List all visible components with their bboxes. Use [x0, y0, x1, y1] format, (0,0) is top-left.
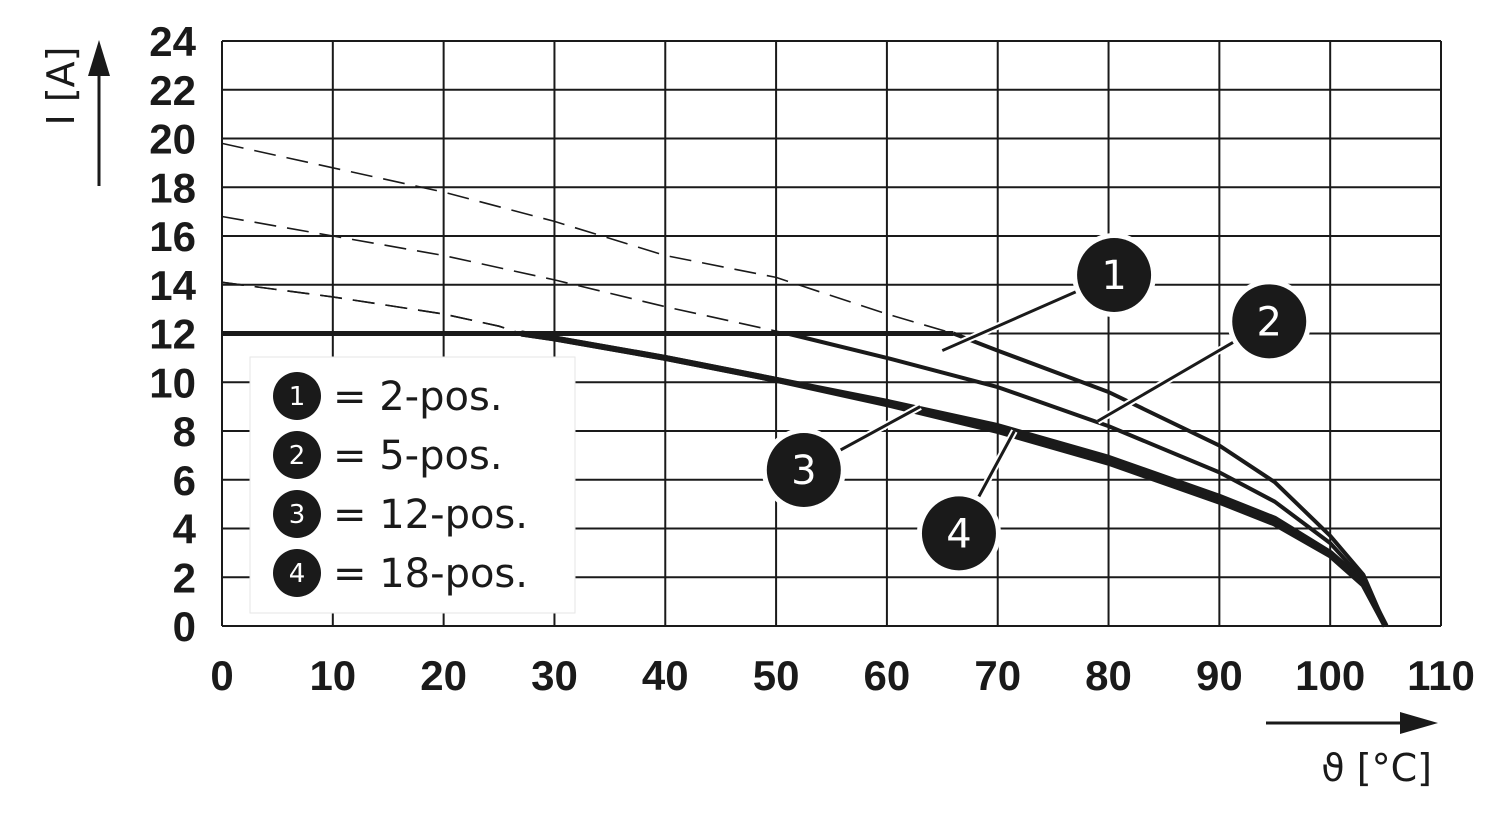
curve-2	[786, 331, 1388, 627]
x-tick-label: 40	[642, 652, 689, 699]
legend: 1 = 2-pos. 2 = 5-pos. 3 = 12-pos. 4 = 18-pos.	[249, 356, 576, 614]
legend-marker-3	[273, 490, 321, 538]
callout-marker-4	[921, 496, 996, 571]
curve-1-dashed	[221, 142, 954, 335]
legend-marker-number: 4	[289, 559, 306, 589]
x-tick-label: 110	[1407, 652, 1475, 699]
x-axis-arrow-head	[1400, 712, 1438, 734]
x-tick-label: 30	[531, 652, 578, 699]
chart-curves	[221, 142, 1389, 628]
x-tick-label: 50	[753, 652, 800, 699]
y-tick-label: 4	[173, 506, 197, 553]
curve-4	[520, 330, 1389, 628]
y-tick-label: 2	[173, 554, 196, 601]
y-tick-label: 20	[149, 116, 196, 163]
curve-3-dashed	[221, 281, 522, 335]
legend-marker-4	[273, 549, 321, 597]
x-tick-label: 80	[1085, 652, 1132, 699]
x-tick-label: 70	[974, 652, 1021, 699]
y-tick-label: 24	[149, 18, 196, 65]
y-tick-label: 12	[149, 311, 196, 358]
legend-marker-1	[273, 372, 321, 420]
callout-marker-2	[1232, 284, 1307, 359]
legend-item-label: = 18-pos.	[333, 551, 528, 597]
y-tick-label: 8	[173, 408, 196, 455]
legend-marker-number: 1	[289, 382, 306, 412]
callout-number: 2	[1257, 299, 1282, 345]
legend-item-label: = 2-pos.	[333, 374, 503, 420]
x-axis-label: ϑ [°C]	[1321, 746, 1432, 790]
y-axis-label: I [A]	[39, 47, 83, 126]
callout-marker-1	[1077, 238, 1152, 312]
y-tick-label: 16	[149, 213, 196, 260]
y-axis-label-group: I [A]	[39, 40, 110, 186]
x-tick-label: 0	[210, 652, 233, 699]
x-tick-label: 20	[420, 652, 467, 699]
x-axis-label-group: ϑ [°C]	[1266, 712, 1438, 790]
y-tick-label: 6	[173, 457, 196, 504]
callout-number: 3	[791, 448, 816, 494]
x-axis-ticks: 0 10 20 30 40 50 60 70 80 90 100 110	[210, 652, 1475, 699]
legend-marker-number: 3	[289, 500, 306, 530]
legend-marker-2	[273, 431, 321, 479]
y-tick-label: 0	[173, 603, 196, 650]
y-axis-arrow-head	[88, 40, 110, 76]
callout-number: 4	[946, 511, 971, 557]
y-tick-label: 14	[149, 262, 196, 309]
callout-number: 1	[1101, 253, 1126, 299]
legend-marker-number: 2	[289, 441, 306, 471]
legend-item-label: = 12-pos.	[333, 492, 528, 538]
y-tick-label: 10	[149, 359, 196, 406]
y-tick-label: 18	[149, 164, 196, 211]
curve-1	[952, 331, 1388, 627]
curve-4-dashed	[221, 281, 522, 335]
x-tick-label: 60	[864, 652, 911, 699]
curve-callouts: 1 2 3 4	[761, 233, 1312, 576]
callout-marker-3	[766, 433, 841, 507]
chart-grid	[221, 40, 1442, 627]
y-tick-label: 22	[149, 67, 196, 114]
x-tick-label: 10	[309, 652, 356, 699]
x-tick-label: 100	[1295, 652, 1365, 699]
legend-item-label: = 5-pos.	[333, 433, 503, 479]
curve-2-dashed	[221, 215, 788, 335]
x-tick-label: 90	[1196, 652, 1243, 699]
